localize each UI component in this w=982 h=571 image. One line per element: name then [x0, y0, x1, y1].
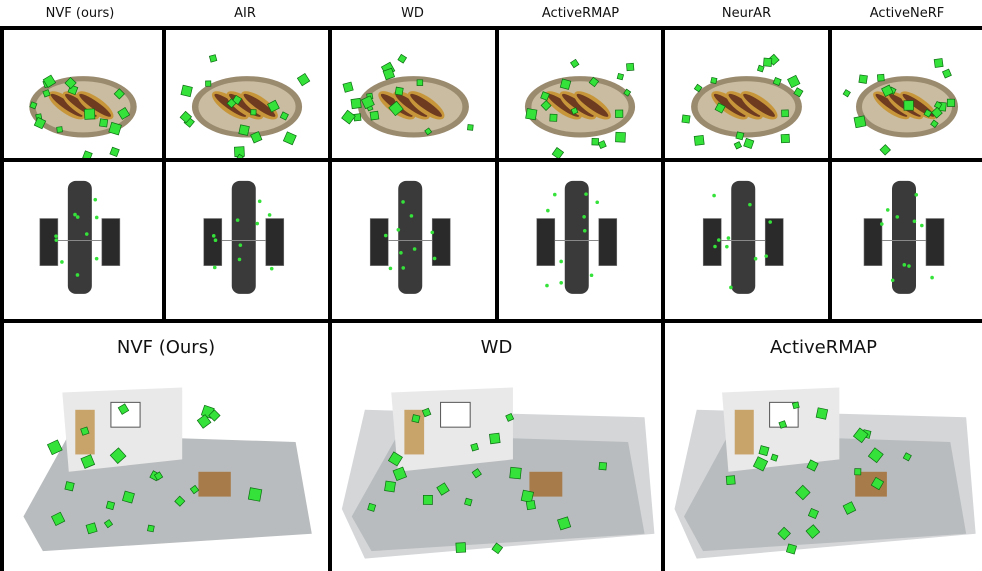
hubble-render [369, 180, 451, 294]
room-render [341, 387, 655, 559]
hotdog-cell-wd [332, 30, 495, 158]
column-header-activenerf: ActiveNeRF [869, 5, 945, 21]
hubble-render [863, 180, 945, 294]
hotdog-cell-neurar [665, 30, 828, 158]
hotdog-render [842, 58, 958, 156]
room-render [674, 387, 976, 559]
room-cell-activermap: ActiveRMAP [665, 323, 982, 571]
hubble-render [702, 180, 784, 294]
hubble-cell-wd [332, 162, 495, 319]
hotdog-cell-activermap [499, 30, 661, 158]
column-header-neurar: NeurAR [721, 5, 772, 21]
room-cell-nvf: NVF (Ours) [4, 323, 328, 571]
hotdog-render [29, 74, 137, 158]
room-render [23, 387, 312, 552]
room-title-activermap: ActiveRMAP [770, 337, 877, 358]
hotdog-render [524, 58, 636, 158]
hotdog-cell-air [166, 30, 328, 158]
column-header-nvf: NVF (ours) [45, 5, 115, 21]
column-header-air: AIR [234, 5, 256, 21]
hubble-cell-activermap [499, 162, 661, 319]
hotdog-render [179, 54, 311, 158]
hotdog-render [341, 53, 474, 138]
column-header-wd: WD [401, 5, 424, 21]
hotdog-cell-nvf [4, 30, 162, 158]
column-header-activermap: ActiveRMAP [541, 5, 620, 21]
hubble-cell-activenerf [832, 162, 982, 319]
room-cell-wd: WD [332, 323, 661, 571]
figure-grid: NVF (Ours) WD ActiveRMAP [0, 26, 982, 571]
hubble-render [203, 180, 285, 294]
room-title-nvf: NVF (Ours) [116, 337, 216, 358]
hubble-cell-nvf [4, 162, 162, 319]
hubble-cell-neurar [665, 162, 828, 319]
room-title-wd: WD [480, 337, 513, 358]
hubble-render [536, 180, 618, 294]
hubble-render [39, 180, 121, 294]
hubble-cell-air [166, 162, 328, 319]
hotdog-cell-activenerf [832, 30, 982, 158]
hotdog-render [681, 53, 804, 150]
